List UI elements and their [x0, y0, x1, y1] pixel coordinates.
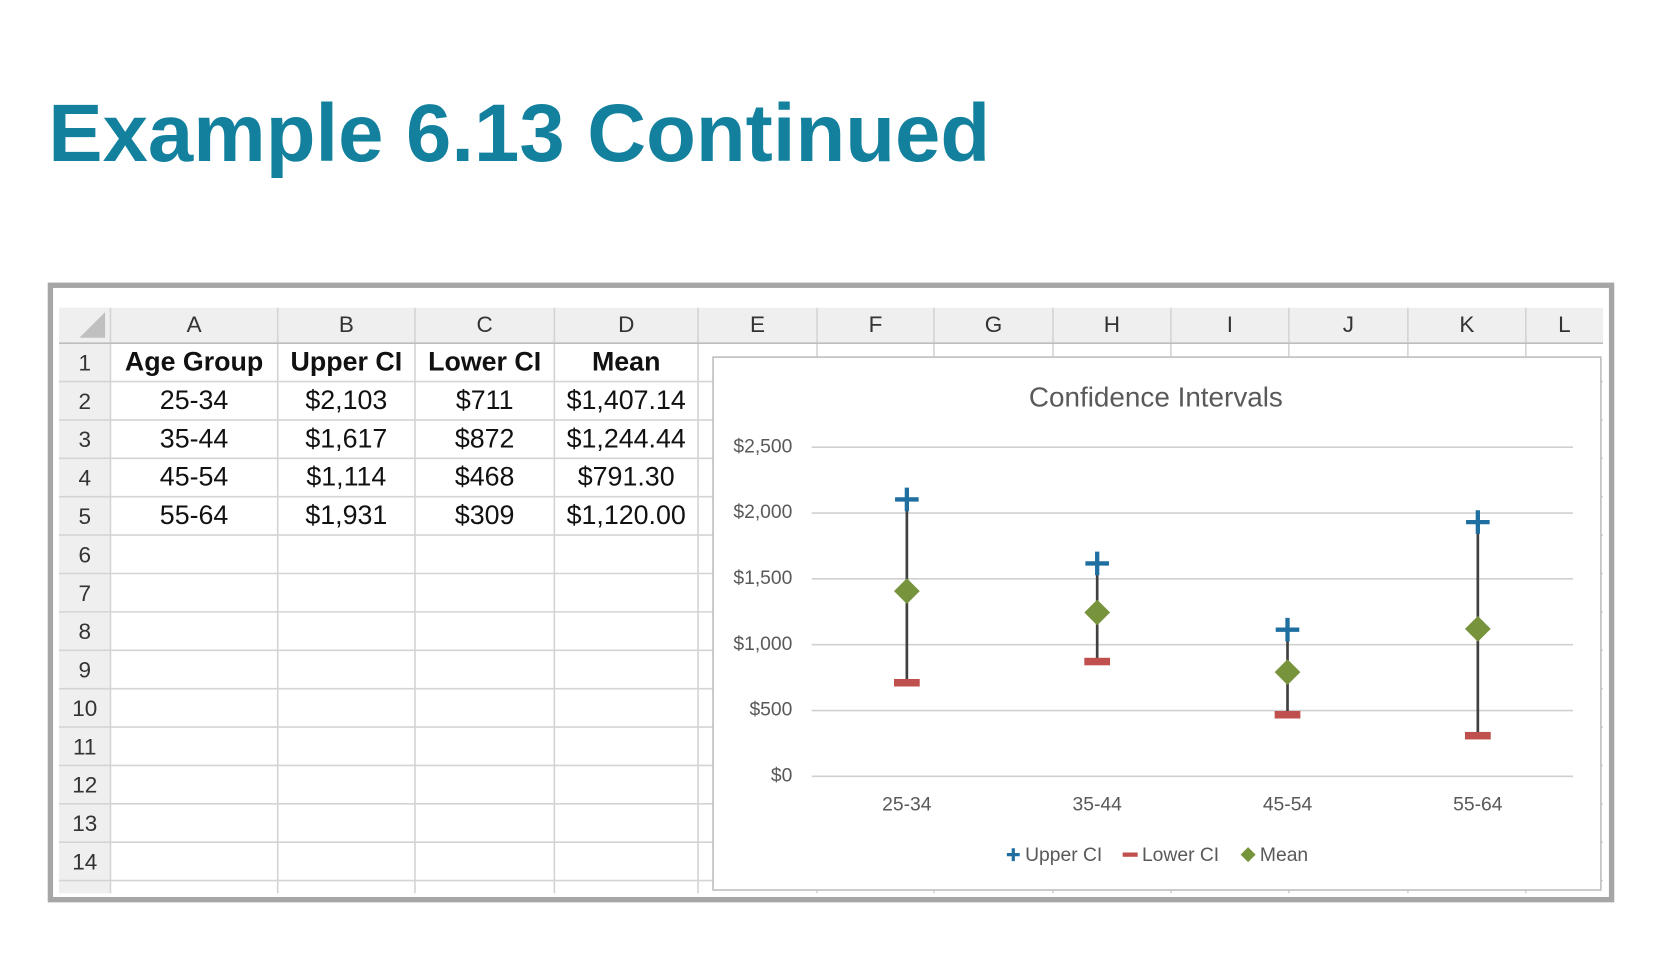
- column-header[interactable]: C: [477, 312, 493, 337]
- row-header[interactable]: 8: [78, 619, 91, 644]
- cell[interactable]: $468: [455, 462, 515, 492]
- row-header[interactable]: 6: [78, 542, 91, 567]
- y-tick-label: $0: [771, 765, 792, 786]
- y-tick-label: $500: [749, 700, 792, 721]
- cell[interactable]: Mean: [592, 347, 661, 377]
- point: [895, 487, 919, 512]
- column-header[interactable]: B: [339, 312, 354, 337]
- point: [1466, 510, 1490, 534]
- row-header-bar: [58, 307, 111, 894]
- row-header[interactable]: 11: [73, 734, 96, 759]
- cell[interactable]: $309: [455, 500, 515, 530]
- legend-label: Upper CI: [1025, 845, 1102, 866]
- cell[interactable]: $1,617: [305, 423, 387, 453]
- column-header[interactable]: A: [187, 312, 202, 337]
- row-header[interactable]: 10: [72, 696, 97, 721]
- y-tick-label: $1,000: [733, 634, 792, 655]
- cell[interactable]: $1,120.00: [567, 500, 686, 530]
- cell[interactable]: Upper CI: [291, 347, 403, 377]
- cell[interactable]: $872: [455, 423, 515, 453]
- point: [893, 678, 920, 687]
- row-header[interactable]: 1: [78, 350, 91, 375]
- row-header[interactable]: 3: [78, 427, 91, 452]
- row-header[interactable]: 14: [72, 849, 97, 874]
- column-header[interactable]: J: [1343, 312, 1354, 337]
- cell[interactable]: $1,244.44: [567, 423, 686, 453]
- row-header[interactable]: 5: [78, 504, 91, 529]
- select-all[interactable]: [79, 312, 106, 338]
- row-header[interactable]: 7: [78, 581, 91, 606]
- cell[interactable]: $791.30: [578, 462, 675, 492]
- cell[interactable]: Age Group: [125, 347, 263, 377]
- chart-area: [712, 356, 1602, 891]
- column-header[interactable]: F: [869, 312, 883, 337]
- cell[interactable]: 45-54: [160, 462, 229, 492]
- point: [1085, 551, 1109, 576]
- point: [893, 578, 920, 604]
- row-header[interactable]: 9: [78, 658, 91, 683]
- cell[interactable]: $1,114: [306, 462, 386, 492]
- column-header[interactable]: K: [1459, 312, 1474, 337]
- point: [1275, 617, 1300, 642]
- cell[interactable]: Lower CI: [428, 347, 541, 377]
- column-header[interactable]: E: [750, 312, 765, 337]
- column-header[interactable]: I: [1227, 312, 1233, 337]
- legend-swatch: [1122, 852, 1138, 857]
- cell[interactable]: $2,103: [305, 385, 387, 415]
- legend-swatch: [1006, 848, 1020, 862]
- point: [1084, 657, 1111, 666]
- row-header[interactable]: 2: [78, 389, 91, 414]
- row-header[interactable]: 13: [72, 811, 97, 836]
- column-header[interactable]: H: [1104, 312, 1120, 337]
- x-tick-label: 55-64: [1453, 794, 1503, 815]
- x-tick-label: 45-54: [1263, 794, 1313, 815]
- legend-label: Lower CI: [1142, 845, 1219, 866]
- chart-title: Confidence Intervals: [1029, 381, 1283, 412]
- point: [1274, 710, 1301, 719]
- column-header-bar: [58, 307, 1604, 344]
- x-tick-label: 35-44: [1073, 794, 1123, 815]
- cell[interactable]: 25-34: [160, 385, 229, 415]
- column-header[interactable]: D: [618, 312, 634, 337]
- point: [1464, 731, 1491, 740]
- column-header[interactable]: G: [985, 312, 1003, 337]
- column-header[interactable]: L: [1558, 312, 1571, 337]
- cell[interactable]: $711: [456, 385, 514, 415]
- cell[interactable]: $1,407.14: [567, 385, 686, 415]
- cell[interactable]: 35-44: [160, 423, 229, 453]
- point: [1274, 659, 1301, 686]
- y-tick-label: $2,500: [733, 436, 792, 457]
- chart: Confidence Intervals $0 $500 $1,000 $1,500 $2…: [712, 356, 1602, 891]
- legend-label: Mean: [1260, 845, 1308, 866]
- y-tick-label: $2,000: [733, 502, 792, 523]
- cell[interactable]: $1,931: [305, 500, 387, 530]
- slide-title: Example 6.13 Continued: [48, 88, 990, 179]
- row-header[interactable]: 12: [72, 773, 97, 798]
- x-tick-label: 25-34: [882, 794, 932, 815]
- y-tick-label: $1,500: [733, 568, 792, 589]
- cell[interactable]: 55-64: [160, 500, 229, 530]
- row-header[interactable]: 4: [78, 466, 91, 491]
